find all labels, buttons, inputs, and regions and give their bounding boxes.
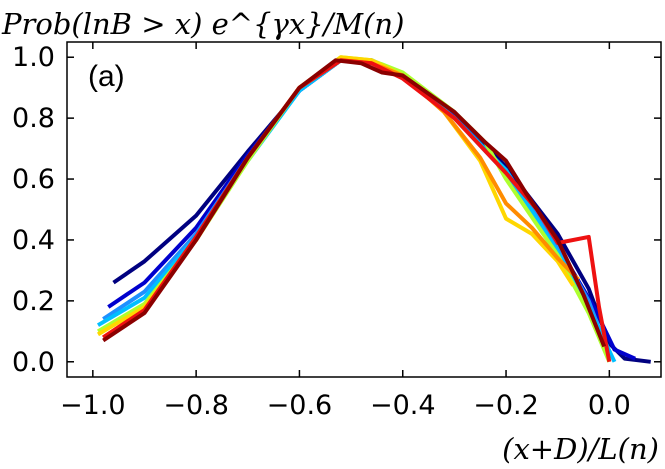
y-tick-label: 1.0 [12, 42, 55, 73]
x-tick-label: −0.6 [267, 390, 333, 421]
series-line-7 [102, 58, 580, 340]
x-axis-title: (x+D)/L(n) [502, 432, 659, 466]
axis-ticks: 0.0 0.2 0.4 0.6 0.8 1.0 −1.0 −0.8 −0.6 −0.4 −0.2 0.… [12, 42, 661, 421]
y-tick-label: 0.6 [12, 164, 55, 195]
y-tick-label: 0.4 [12, 225, 55, 256]
series-line-9 [102, 58, 607, 348]
x-tick-label: −1.0 [60, 390, 126, 421]
y-tick-label: 0.2 [12, 286, 55, 317]
x-tick-label: −0.2 [473, 390, 539, 421]
x-tick-label: 0.0 [588, 390, 631, 421]
series-line-2 [107, 58, 637, 361]
panel-label: (a) [88, 60, 125, 93]
data-series [96, 55, 651, 364]
x-tick-label: −0.4 [370, 390, 436, 421]
series-line-1 [112, 58, 651, 364]
x-tick-label: −0.8 [163, 390, 229, 421]
y-axis-title: Prob(lnB > x) e^{γx}/M(n) [1, 7, 404, 41]
y-tick-label: 0.0 [12, 347, 55, 378]
plot-frame [66, 41, 662, 378]
y-tick-label: 0.8 [12, 103, 55, 134]
